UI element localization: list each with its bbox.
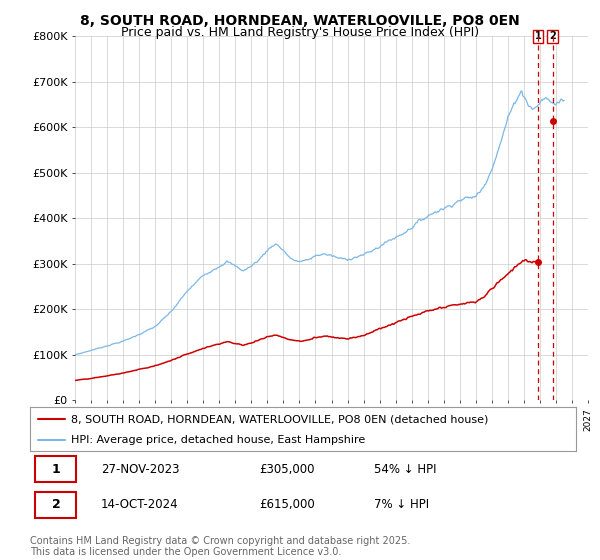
Text: 27-NOV-2023: 27-NOV-2023: [101, 463, 179, 476]
Text: 14-OCT-2024: 14-OCT-2024: [101, 498, 179, 511]
Text: 1: 1: [52, 463, 61, 476]
Text: 2: 2: [549, 31, 556, 41]
Text: 8, SOUTH ROAD, HORNDEAN, WATERLOOVILLE, PO8 0EN (detached house): 8, SOUTH ROAD, HORNDEAN, WATERLOOVILLE, …: [71, 414, 488, 424]
Text: 8, SOUTH ROAD, HORNDEAN, WATERLOOVILLE, PO8 0EN: 8, SOUTH ROAD, HORNDEAN, WATERLOOVILLE, …: [80, 14, 520, 28]
Text: Price paid vs. HM Land Registry's House Price Index (HPI): Price paid vs. HM Land Registry's House …: [121, 26, 479, 39]
FancyBboxPatch shape: [35, 456, 76, 482]
Text: 1: 1: [535, 31, 542, 41]
Text: HPI: Average price, detached house, East Hampshire: HPI: Average price, detached house, East…: [71, 435, 365, 445]
Text: £305,000: £305,000: [259, 463, 315, 476]
FancyBboxPatch shape: [35, 492, 76, 517]
Text: 2: 2: [52, 498, 61, 511]
Text: 54% ↓ HPI: 54% ↓ HPI: [374, 463, 436, 476]
Text: £615,000: £615,000: [259, 498, 315, 511]
Text: Contains HM Land Registry data © Crown copyright and database right 2025.
This d: Contains HM Land Registry data © Crown c…: [30, 535, 410, 557]
Text: 7% ↓ HPI: 7% ↓ HPI: [374, 498, 429, 511]
